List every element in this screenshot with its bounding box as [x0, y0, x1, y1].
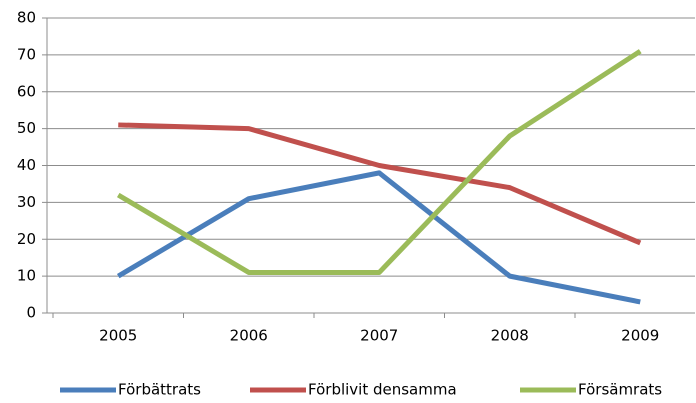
- y-tick-label: 40: [17, 156, 36, 174]
- series-line: [116, 49, 642, 275]
- y-tick-label: 60: [17, 82, 36, 100]
- x-tick-label: 2009: [621, 327, 659, 345]
- x-tick-label: 2007: [360, 327, 398, 345]
- y-tick-label: 10: [17, 267, 36, 285]
- y-tick-label: 20: [17, 230, 36, 248]
- series-line: [118, 122, 642, 246]
- series-line: [116, 170, 641, 305]
- legend-label: Förblivit densamma: [308, 381, 457, 399]
- y-tick-label: 0: [26, 304, 36, 322]
- x-tick-label: 2005: [99, 327, 137, 345]
- legend-label: Förbättrats: [118, 381, 201, 399]
- legend-label: Försämrats: [578, 381, 662, 399]
- y-tick-label: 70: [17, 45, 36, 63]
- y-tick-label: 80: [17, 9, 36, 27]
- x-tick-label: 2006: [230, 327, 268, 345]
- y-tick-label: 50: [17, 119, 36, 137]
- y-tick-label: 30: [17, 193, 36, 211]
- x-tick-label: 2008: [491, 327, 529, 345]
